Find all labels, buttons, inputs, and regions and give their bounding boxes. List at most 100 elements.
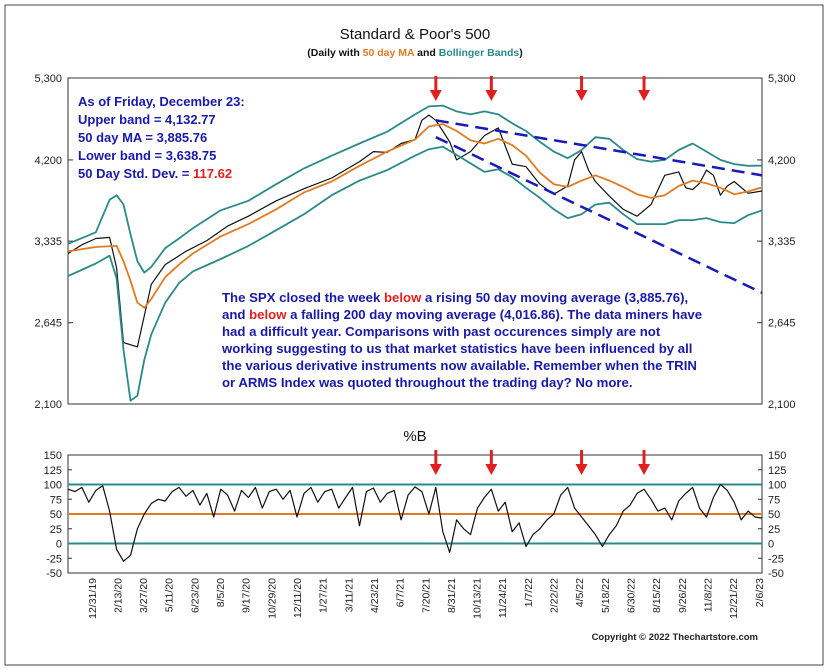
main-y-tick-label-left: 2,100: [34, 399, 62, 411]
commentary-line-4: working suggesting to us that market sta…: [221, 341, 692, 356]
x-date-label: 8/31/21: [446, 578, 458, 613]
red-arrow-icon-head: [575, 90, 588, 101]
percent-b-tick-label-right: 0: [768, 539, 774, 551]
main-chart-title: Standard & Poor's 500: [340, 26, 490, 43]
x-date-label: 8/15/22: [651, 578, 663, 613]
x-date-label: 2/13/20: [112, 578, 124, 613]
commentary-block: The SPX closed the week below a rising 5…: [221, 290, 702, 390]
stddev-label: 50 Day Std. Dev. =: [78, 166, 193, 181]
ma-50-line: [67, 123, 763, 309]
red-arrow-icon-head: [429, 464, 442, 475]
commentary-line-5: the various derivative instruments now a…: [222, 358, 697, 373]
trendline-group: [435, 119, 763, 294]
commentary-line-2: and below a falling 200 day moving avera…: [222, 307, 702, 322]
commentary-1c: a rising 50 day moving average (3,885.76…: [421, 290, 688, 305]
x-date-label: 11/8/22: [702, 578, 714, 612]
percent-b-tick-label-right: 150: [768, 450, 786, 462]
subtitle-mid: and: [414, 47, 439, 59]
x-axis-dates: 12/31/19 2/13/20 3/27/20 5/11/20 6/23/20 8/5/…: [87, 578, 766, 619]
subtitle-prefix: (Daily with: [307, 47, 362, 59]
main-y-tick-label-right: 2,645: [768, 318, 796, 330]
red-arrow-icon: [485, 450, 498, 475]
subtitle-ma-label: 50 day MA: [363, 47, 415, 59]
commentary-line-6: or ARMS Index was quoted throughout the …: [222, 375, 633, 390]
main-arrow-group: [429, 76, 651, 101]
red-arrow-icon-head: [429, 90, 442, 101]
upper-bollinger-band: [67, 104, 763, 274]
main-plot-area: [67, 77, 763, 405]
x-date-label: 6/7/21: [395, 578, 407, 607]
x-date-label: 5/18/22: [600, 578, 612, 613]
x-date-label: 1/27/21: [318, 578, 330, 613]
commentary-1a: The SPX closed the week: [222, 290, 384, 305]
percent-b-tick-label-right: 125: [768, 465, 786, 477]
red-arrow-icon: [575, 450, 588, 475]
band-legend: As of Friday, December 23: Upper band = …: [78, 94, 245, 181]
x-date-label: 5/11/20: [164, 578, 176, 612]
commentary-1b: below: [384, 290, 422, 305]
commentary-line-1: The SPX closed the week below a rising 5…: [222, 290, 688, 305]
percent-b-tick-label-left: 25: [50, 524, 62, 536]
percent-b-line: [67, 483, 763, 562]
x-date-label: 12/31/19: [87, 578, 99, 619]
x-date-label: 2/22/22: [549, 578, 561, 613]
red-arrow-icon: [485, 76, 498, 101]
legend-line-stddev: 50 Day Std. Dev. = 117.62: [78, 166, 232, 181]
percent-b-reference-lines: [68, 483, 762, 545]
x-date-label: 3/11/21: [343, 578, 355, 612]
main-y-tick-label-right: 2,100: [768, 399, 796, 411]
copyright-text: Copyright © 2022 Thechartstore.com: [592, 632, 758, 643]
commentary-2b: below: [249, 307, 287, 322]
x-date-label: 10/13/21: [472, 578, 484, 619]
red-arrow-icon-head: [575, 464, 588, 475]
percent-b-y-axis-left: 150 125 100 75 50 25 0 -25 -50: [44, 450, 72, 580]
percent-b-tick-label-left: -25: [46, 553, 62, 565]
x-date-label: 9/26/22: [677, 578, 689, 613]
x-date-label: 12/21/22: [728, 578, 740, 619]
x-date-label: 4/5/22: [574, 578, 586, 607]
commentary-2a: and: [222, 307, 249, 322]
main-chart-subtitle: (Daily with 50 day MA and Bollinger Band…: [307, 47, 523, 59]
x-date-label: 7/20/21: [420, 578, 432, 613]
main-y-tick-label-right: 5,300: [768, 73, 796, 85]
percent-b-tick-label-left: 0: [56, 539, 62, 551]
x-date-label: 8/5/20: [215, 578, 227, 607]
x-date-label: 3/27/20: [138, 578, 150, 613]
red-arrow-icon: [429, 76, 442, 101]
red-arrow-icon-head: [638, 464, 651, 475]
percent-b-tick-label-left: -50: [46, 568, 62, 580]
main-y-tick-label-right: 4,200: [768, 155, 796, 167]
percent-b-title: %B: [403, 428, 426, 445]
main-y-tick-label-left: 2,645: [34, 318, 62, 330]
red-arrow-icon-head: [485, 464, 498, 475]
legend-line-lower: Lower band = 3,638.75: [78, 148, 216, 163]
main-y-axis-right: 5,300 4,200 3,335 2,645 2,100: [757, 73, 796, 411]
percent-b-tick-label-right: 50: [768, 509, 780, 521]
percent-b-tick-label-left: 50: [50, 509, 62, 521]
percent-b-tick-label-left: 150: [44, 450, 62, 462]
subtitle-suffix: ): [519, 47, 523, 59]
percent-b-tick-label-right: 25: [768, 524, 780, 536]
main-y-tick-label-left: 4,200: [34, 155, 62, 167]
main-y-tick-label-right: 3,335: [768, 236, 796, 248]
x-date-label: 12/11/20: [292, 578, 304, 618]
lower-trendline: [435, 136, 763, 294]
main-y-tick-label-left: 3,335: [34, 236, 62, 248]
percent-b-series-group: [67, 483, 763, 562]
commentary-2c: a falling 200 day moving average (4,016.…: [286, 307, 702, 322]
x-date-label: 9/17/20: [241, 578, 253, 613]
x-date-label: 2/6/23: [754, 578, 766, 607]
legend-line-upper: Upper band = 4,132.77: [78, 112, 216, 127]
percent-b-tick-label-left: 75: [50, 494, 62, 506]
x-date-label: 6/23/20: [189, 578, 201, 613]
commentary-line-3: had a difficult year. Comparisons with p…: [222, 324, 661, 339]
percent-b-tick-label-right: -50: [768, 568, 784, 580]
main-y-axis-left: 5,300 4,200 3,335 2,645 2,100: [34, 73, 73, 411]
legend-line-date: As of Friday, December 23:: [78, 94, 245, 109]
upper-trendline: [435, 119, 763, 177]
percent-b-tick-label-right: 75: [768, 494, 780, 506]
x-date-label: 4/23/21: [369, 578, 381, 613]
x-date-label: 1/7/22: [523, 578, 535, 607]
spx-price-line: [67, 114, 763, 348]
